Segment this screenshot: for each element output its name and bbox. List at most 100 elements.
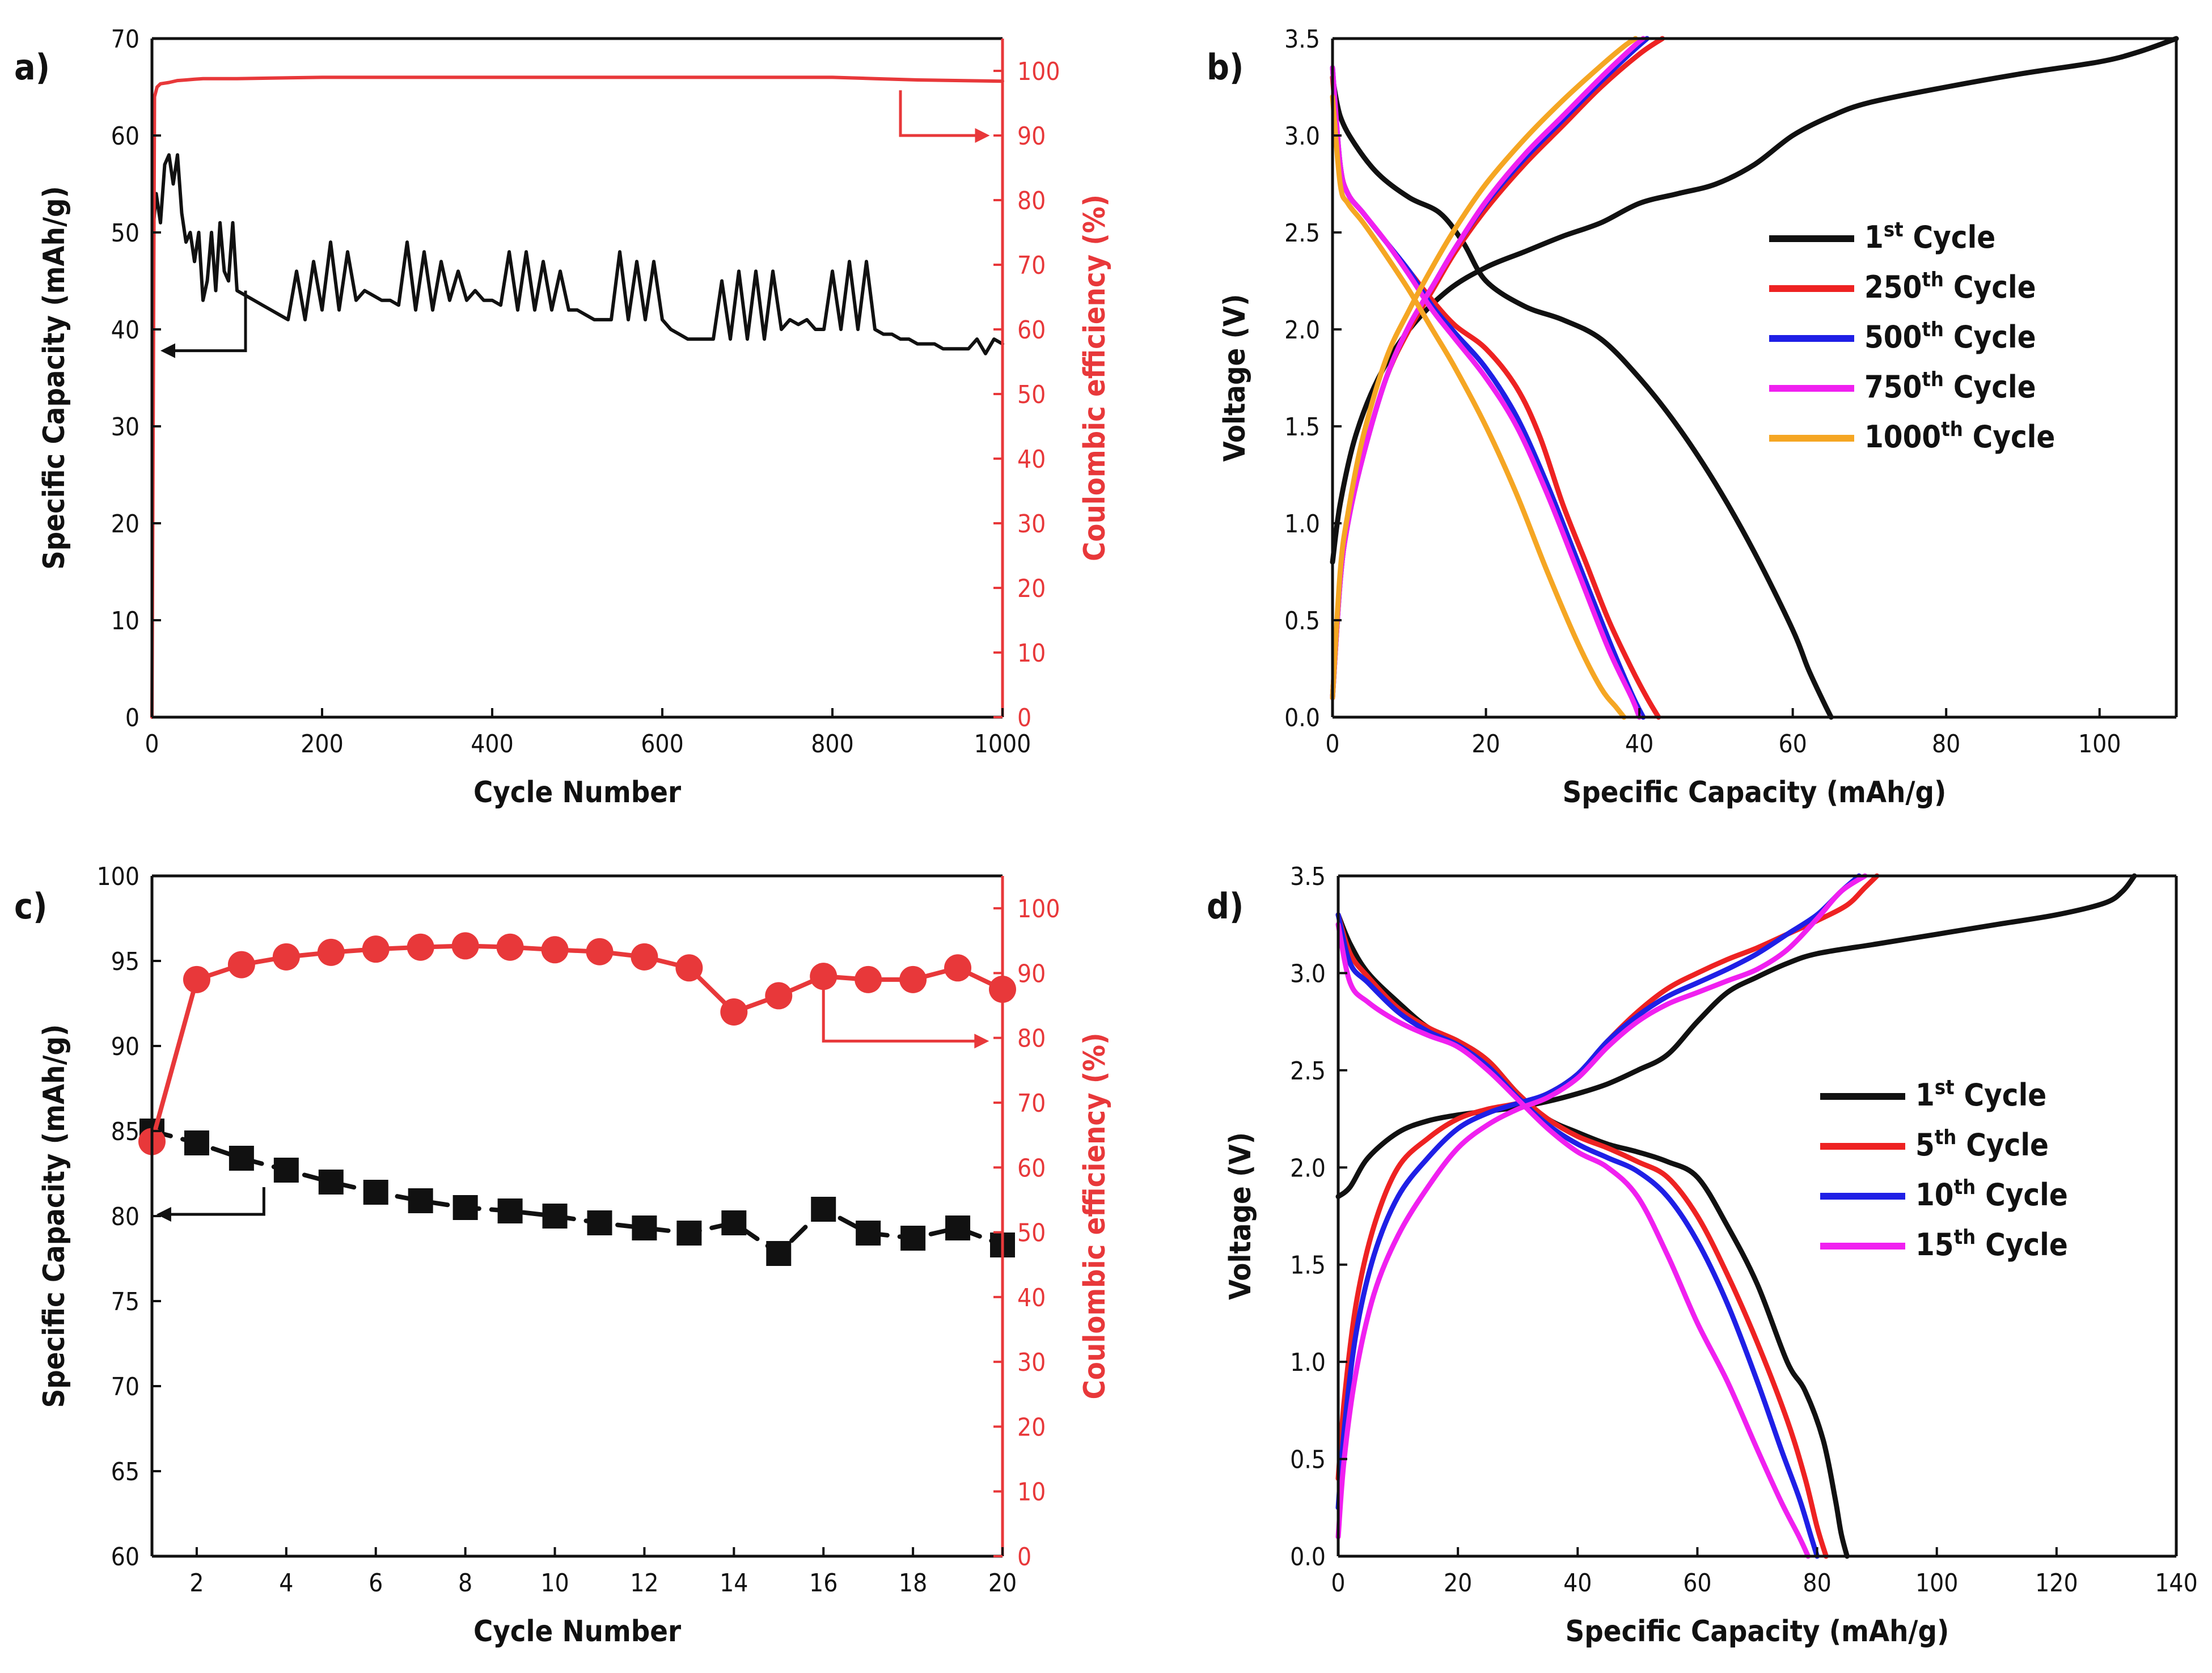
legend-label-d-0: 1st Cycle bbox=[1915, 1076, 2046, 1113]
arrowhead-efficiency-a bbox=[975, 128, 990, 143]
y2-tick-label-a: 70 bbox=[1017, 251, 1046, 280]
x-tick-label-d: 80 bbox=[1803, 1569, 1831, 1598]
y-tick-label-b: 1.5 bbox=[1284, 413, 1320, 442]
x-tick-label-c: 4 bbox=[279, 1569, 293, 1598]
x-tick-label-c: 2 bbox=[189, 1569, 204, 1598]
y2-tick-label-c: 90 bbox=[1017, 959, 1046, 988]
x-tick-label-b: 0 bbox=[1325, 730, 1339, 759]
series-line-b-8 bbox=[1330, 94, 1627, 720]
series-line-d-6 bbox=[1335, 922, 1811, 1559]
x-tick-label-d: 100 bbox=[1915, 1569, 1959, 1598]
y-tick-label-d: 0.0 bbox=[1290, 1543, 1326, 1572]
arrowhead-efficiency-c bbox=[974, 1034, 989, 1049]
x-tick-label-c: 12 bbox=[630, 1569, 658, 1598]
data-point-c-1-8 bbox=[496, 933, 524, 961]
arrow-efficiency-c bbox=[822, 986, 978, 1043]
data-point-c-0-15 bbox=[811, 1197, 836, 1222]
y-tick-label-c: 75 bbox=[111, 1287, 139, 1316]
data-point-c-1-1 bbox=[183, 965, 210, 993]
y-tick-label-c: 85 bbox=[111, 1117, 139, 1146]
y-tick-label-d: 0.5 bbox=[1290, 1446, 1326, 1475]
y2-tick-label-a: 90 bbox=[1017, 122, 1046, 151]
y-tick-label-a: 60 bbox=[111, 122, 139, 151]
data-point-c-0-10 bbox=[587, 1210, 612, 1235]
series-line-d-1 bbox=[1335, 873, 2137, 1200]
series-line-b-9 bbox=[1330, 36, 1638, 701]
y-tick-label-a: 40 bbox=[111, 316, 139, 345]
y-axis-title-a: Specific Capacity (mAh/g) bbox=[37, 186, 71, 570]
data-point-c-0-17 bbox=[900, 1226, 926, 1251]
y-tick-label-b: 3.0 bbox=[1284, 122, 1320, 151]
x-tick-label-a: 400 bbox=[471, 730, 514, 759]
data-point-c-1-13 bbox=[720, 998, 748, 1026]
x-axis-title-a: Cycle Number bbox=[473, 776, 681, 810]
data-point-c-1-6 bbox=[407, 933, 434, 961]
x-tick-label-b: 40 bbox=[1625, 730, 1653, 759]
y2-tick-label-c: 80 bbox=[1017, 1024, 1046, 1053]
y2-tick-label-a: 30 bbox=[1017, 510, 1046, 539]
y-tick-label-a: 20 bbox=[111, 510, 139, 539]
y2-tick-label-c: 0 bbox=[1017, 1543, 1031, 1572]
y2-tick-label-c: 70 bbox=[1017, 1089, 1046, 1118]
y-tick-label-d: 3.0 bbox=[1290, 959, 1326, 988]
series-line-a-0 bbox=[151, 153, 1004, 355]
x-tick-label-c: 14 bbox=[720, 1569, 748, 1598]
x-tick-label-d: 0 bbox=[1331, 1569, 1345, 1598]
data-point-c-0-6 bbox=[408, 1188, 433, 1213]
x-tick-label-d: 120 bbox=[2035, 1569, 2078, 1598]
y-axis-title-d: Voltage (V) bbox=[1224, 1132, 1258, 1300]
y2-tick-label-c: 30 bbox=[1017, 1348, 1046, 1377]
y-tick-label-b: 2.5 bbox=[1284, 219, 1320, 248]
data-point-c-0-8 bbox=[497, 1198, 523, 1223]
y-tick-label-a: 30 bbox=[111, 413, 139, 442]
y-axis-title-c: Specific Capacity (mAh/g) bbox=[37, 1024, 71, 1408]
chart-panel-a: a)0 200 400 600 800 1000010203040506070010203… bbox=[14, 25, 1112, 810]
data-point-c-1-10 bbox=[586, 938, 614, 965]
x-tick-label-c: 16 bbox=[809, 1569, 838, 1598]
y-tick-label-c: 70 bbox=[111, 1373, 139, 1401]
x-tick-label-b: 60 bbox=[1778, 730, 1807, 759]
x-axis-title-c: Cycle Number bbox=[473, 1615, 681, 1649]
legend-label-b-0: 1st Cycle bbox=[1864, 218, 1995, 255]
y-tick-label-a: 0 bbox=[125, 704, 139, 732]
data-point-c-1-4 bbox=[317, 938, 345, 966]
y2-tick-label-c: 10 bbox=[1017, 1478, 1046, 1507]
x-tick-label-a: 800 bbox=[811, 730, 854, 759]
y-tick-label-c: 80 bbox=[111, 1202, 139, 1231]
x-tick-label-c: 18 bbox=[899, 1569, 927, 1598]
arrowhead-capacity-a bbox=[160, 343, 175, 358]
y-tick-label-a: 10 bbox=[111, 607, 139, 636]
x-tick-label-c: 8 bbox=[458, 1569, 472, 1598]
data-point-c-1-3 bbox=[272, 943, 300, 971]
x-tick-label-d: 40 bbox=[1563, 1569, 1592, 1598]
y-tick-label-c: 65 bbox=[111, 1458, 139, 1486]
y-tick-label-d: 1.5 bbox=[1290, 1251, 1326, 1280]
x-tick-label-d: 20 bbox=[1444, 1569, 1472, 1598]
data-point-c-0-18 bbox=[945, 1215, 971, 1240]
chart-panel-c: c) 2 4 6 8 10 12 14 16 18 20 60 65 70 75 80 85 90 95 100 0 10… bbox=[14, 862, 1112, 1649]
x-tick-label-d: 60 bbox=[1683, 1569, 1711, 1598]
series-line-d-5 bbox=[1335, 873, 1862, 1510]
x-tick-label-a: 200 bbox=[301, 730, 344, 759]
panel-label-d: d) bbox=[1207, 886, 1244, 927]
y2-tick-label-a: 40 bbox=[1017, 445, 1046, 474]
x-tick-label-a: 600 bbox=[641, 730, 684, 759]
data-point-c-1-18 bbox=[944, 954, 972, 982]
y2-tick-label-c: 100 bbox=[1017, 895, 1060, 924]
panel-label-a: a) bbox=[14, 46, 50, 88]
y2-tick-label-a: 20 bbox=[1017, 574, 1046, 603]
y-tick-label-d: 2.0 bbox=[1290, 1154, 1326, 1183]
y-tick-label-b: 3.5 bbox=[1284, 25, 1320, 54]
legend-label-d-1: 5th Cycle bbox=[1915, 1126, 2049, 1163]
y2-tick-label-a: 50 bbox=[1017, 380, 1046, 409]
panel-label-c: c) bbox=[14, 886, 48, 927]
y-tick-label-a: 50 bbox=[111, 219, 139, 248]
series-line-a-1 bbox=[150, 75, 1004, 719]
data-point-c-0-3 bbox=[273, 1158, 299, 1183]
panel-label-b: b) bbox=[1207, 46, 1244, 88]
x-tick-label-d: 140 bbox=[2155, 1569, 2198, 1598]
arrowhead-capacity-c bbox=[156, 1207, 171, 1222]
data-point-c-0-14 bbox=[766, 1241, 792, 1266]
chart-panel-b: b) 0 20 40 60 80 100 0.0 0.5 1.0 1.5 2.0 2.5 3.0 3.5 Sp… bbox=[1207, 25, 2179, 810]
